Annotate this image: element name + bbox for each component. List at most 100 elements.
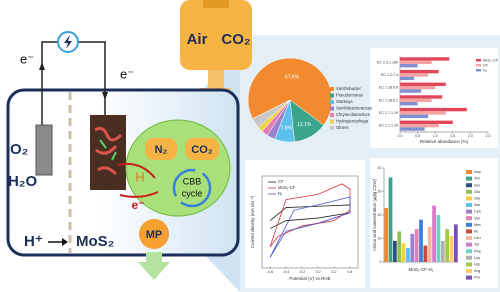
cell-label: CO₂ xyxy=(191,144,213,156)
legend-swatch xyxy=(466,196,472,201)
lightning-icon xyxy=(64,35,72,49)
tank-valve xyxy=(203,0,229,8)
x-tick-label: 0.5 xyxy=(415,134,420,138)
y-tick-label: 30 xyxy=(378,189,382,193)
bar xyxy=(400,69,439,74)
legend-label: Tyr xyxy=(474,242,480,247)
bar xyxy=(400,123,439,128)
legend-swatch xyxy=(476,59,481,62)
tank-label: Air xyxy=(187,31,208,48)
cbb-cycle-arrow xyxy=(172,168,212,208)
legend-swatch xyxy=(466,255,472,260)
bar xyxy=(401,243,406,262)
bacteria-icon xyxy=(94,126,123,176)
bar xyxy=(400,98,432,103)
legend-swatch xyxy=(466,229,472,234)
legend-label: Gly xyxy=(474,195,480,200)
legend-swatch xyxy=(466,222,472,227)
bar xyxy=(440,240,445,262)
legend-swatch xyxy=(466,203,472,207)
legend-swatch xyxy=(466,236,472,240)
legend-label: Val xyxy=(474,215,480,220)
legend-label: Lys xyxy=(474,255,480,260)
legend-label: Leu xyxy=(474,235,481,240)
bar xyxy=(384,207,389,262)
legend-swatch xyxy=(466,249,472,254)
bar xyxy=(423,245,428,262)
y-axis-label: Amino acid concentration (µg/g CDW) xyxy=(372,178,377,251)
cell-label: H xyxy=(135,169,144,184)
legend-label: Starkeya xyxy=(336,99,353,104)
electron-label: e⁻ xyxy=(131,198,144,212)
x-tick-label: -0.6 xyxy=(267,270,273,274)
wire xyxy=(41,41,58,125)
bar xyxy=(400,111,446,115)
legend-swatch xyxy=(330,119,334,124)
x-tick-label: 1.5 xyxy=(450,134,455,138)
bacteria-icon xyxy=(99,139,117,161)
y-tick-label: EC 2.7.1.19 xyxy=(379,111,398,115)
bar xyxy=(400,60,432,65)
legend-label: His xyxy=(474,261,480,266)
x-tick-label: 0.0 xyxy=(316,270,321,274)
legend-label: Met xyxy=(474,222,482,227)
bar xyxy=(400,76,415,81)
electron-label: e⁻ xyxy=(20,51,34,66)
slice-label: 13.1% xyxy=(297,122,312,128)
bar xyxy=(400,64,418,68)
pie-slice xyxy=(252,99,291,128)
legend-label: Cys xyxy=(474,209,481,214)
bar xyxy=(419,219,423,262)
cell-label: CBB xyxy=(183,176,202,186)
bar xyxy=(388,177,393,262)
legend-swatch xyxy=(330,93,334,98)
gas-tank xyxy=(180,0,252,70)
cv-curve xyxy=(269,196,351,258)
legend-label: Thr xyxy=(474,176,481,181)
legend-swatch xyxy=(466,189,472,194)
arrow xyxy=(102,92,108,100)
y-tick-label: EC 1.18.6.1 xyxy=(379,98,398,102)
y-tick-label: 10 xyxy=(378,236,382,240)
x-tick-label: -0.4 xyxy=(283,270,289,274)
legend-label: Ile xyxy=(474,228,479,233)
bar xyxy=(400,120,453,124)
bar xyxy=(414,229,419,262)
legend-label: Pseudomonas xyxy=(336,93,363,98)
bar xyxy=(400,57,450,61)
legend-label: MoS₂-CF xyxy=(278,185,296,190)
legend-label: N₂ xyxy=(278,191,283,196)
legend-swatch xyxy=(330,87,334,91)
bar xyxy=(449,236,454,262)
cell-label: N₂ xyxy=(155,144,168,156)
slice-label: 7.6% xyxy=(281,126,293,132)
wire xyxy=(78,41,106,115)
legend-label: Glu xyxy=(474,189,480,194)
arrow xyxy=(39,62,45,70)
y-tick-label: 0 xyxy=(380,260,382,264)
x-tick-label: 0.2 xyxy=(332,270,337,274)
legend-swatch xyxy=(466,209,472,214)
tank-label: CO₂ xyxy=(221,31,250,48)
bar xyxy=(400,85,436,90)
legend-swatch xyxy=(476,64,481,67)
legend-label: N₂ xyxy=(483,68,488,72)
arrow xyxy=(117,162,156,179)
bar xyxy=(400,114,429,119)
n2-box xyxy=(145,138,177,160)
cell-label: MP xyxy=(146,229,163,241)
plot-frame xyxy=(261,175,359,269)
x-tick-label: 2.5 xyxy=(486,134,491,138)
legend-label: Phe xyxy=(474,248,482,253)
bar xyxy=(406,247,410,262)
y-tick-label: EC 2.3.1.180 xyxy=(377,60,398,64)
legend-label: Ser xyxy=(474,182,481,187)
y-tick-label: EC 1.18.6.6 xyxy=(379,86,398,90)
anode xyxy=(35,124,53,176)
y-tick-label: 20 xyxy=(378,213,382,217)
legend-label: Xanthobacter xyxy=(336,86,362,91)
legend-label: Others xyxy=(336,125,349,130)
legend-label: Arg xyxy=(474,268,480,273)
legend-label: Asp xyxy=(474,169,482,174)
